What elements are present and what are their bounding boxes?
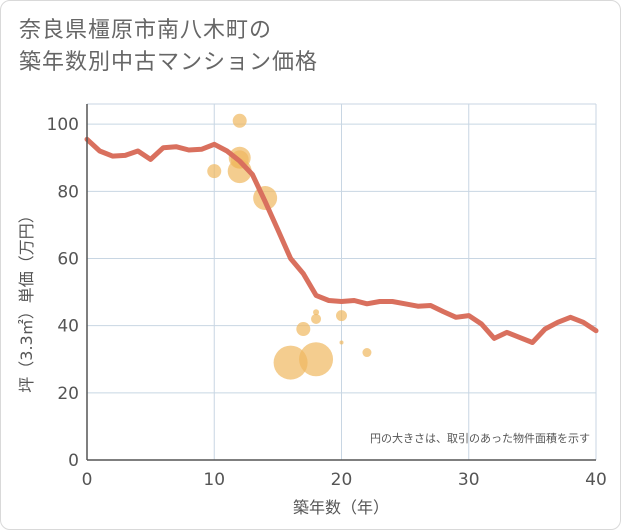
bubble-12 — [339, 340, 344, 345]
bubble-7 — [296, 322, 311, 337]
grid-lines — [87, 103, 597, 460]
bubble-6 — [273, 345, 308, 380]
bubble-8 — [299, 342, 334, 377]
y-axis-label: 坪（3.3㎡）単価（万円） — [17, 207, 36, 392]
price-trend-line — [84, 136, 599, 345]
bubble-9 — [313, 309, 320, 316]
chart-title-line-1: 奈良県橿原市南八木町の — [19, 18, 273, 43]
x-tick-label-20: 20 — [331, 470, 353, 490]
x-tick-label-10: 10 — [203, 470, 225, 490]
y-tick-label-20: 20 — [57, 384, 79, 404]
y-tick-label-60: 60 — [57, 249, 79, 269]
bubble-10 — [311, 313, 322, 324]
y-tick-label-80: 80 — [57, 182, 79, 202]
y-tick-label-100: 100 — [47, 115, 79, 135]
y-tick-label-40: 40 — [57, 317, 79, 337]
x-tick-label-40: 40 — [585, 470, 607, 490]
bubble-11 — [336, 310, 347, 322]
bubble-size-note: 円の大きさは、取引のあった物件面積を示す — [370, 431, 590, 445]
tick-labels: 0 20 40 60 80 100 0 10 20 30 40 — [47, 115, 607, 490]
chart-title: 奈良県橿原市南八木町の 築年数別中古マンション価格 — [19, 15, 318, 79]
bubble-13 — [362, 348, 372, 358]
chart-title-line-2: 築年数別中古マンション価格 — [19, 50, 319, 75]
bubble-1 — [232, 113, 247, 128]
x-axis-label: 築年数（年） — [293, 498, 389, 517]
x-tick-label-0: 0 — [82, 470, 93, 490]
y-tick-label-0: 0 — [68, 451, 79, 471]
axes — [86, 104, 596, 461]
bubble-0 — [207, 164, 222, 179]
x-tick-label-30: 30 — [458, 470, 480, 490]
